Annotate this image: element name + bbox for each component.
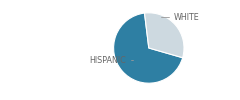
- Wedge shape: [144, 13, 184, 58]
- Wedge shape: [114, 13, 183, 83]
- Text: WHITE: WHITE: [162, 12, 200, 22]
- Text: HISPANIC: HISPANIC: [89, 56, 133, 65]
